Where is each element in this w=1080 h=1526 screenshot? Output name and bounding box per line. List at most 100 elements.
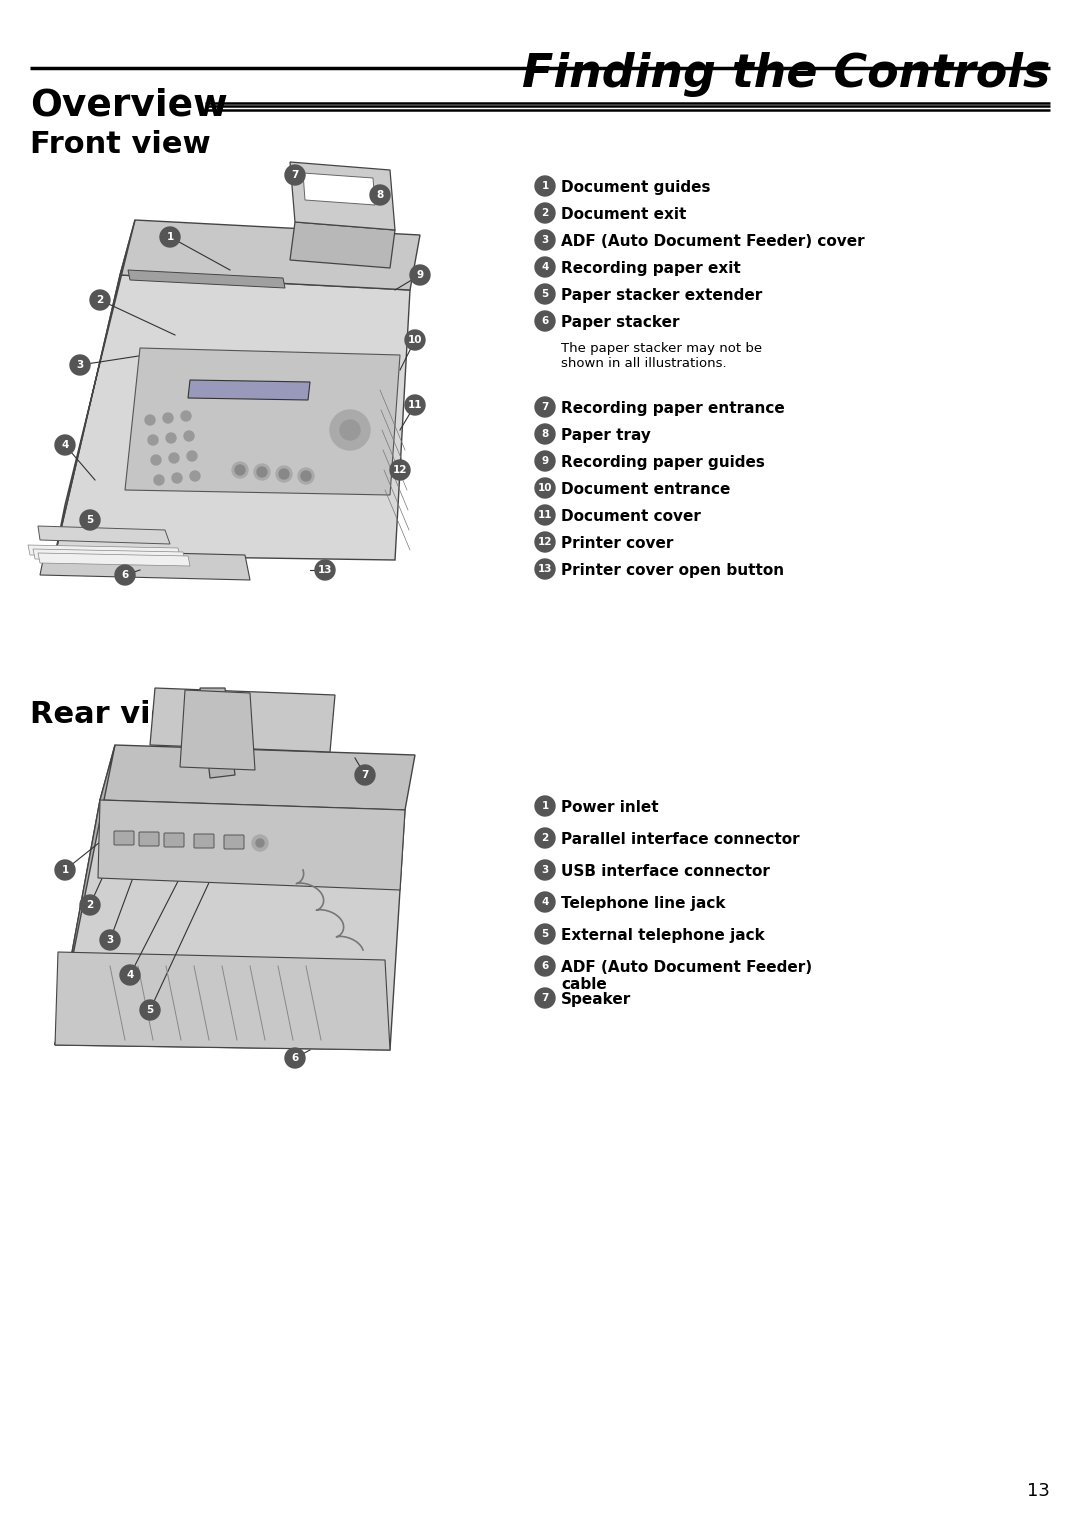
Text: Document exit: Document exit <box>561 208 687 221</box>
Polygon shape <box>303 172 375 204</box>
Circle shape <box>535 955 555 977</box>
Circle shape <box>80 510 100 530</box>
Text: 5: 5 <box>147 1006 153 1015</box>
Text: 5: 5 <box>86 514 94 525</box>
Circle shape <box>254 464 270 481</box>
Text: 12: 12 <box>393 465 407 475</box>
Text: 9: 9 <box>541 456 549 465</box>
Circle shape <box>535 861 555 881</box>
Circle shape <box>535 230 555 250</box>
Circle shape <box>535 925 555 945</box>
Text: 2: 2 <box>541 208 549 218</box>
Circle shape <box>535 311 555 331</box>
Circle shape <box>187 452 197 461</box>
Text: Finding the Controls: Finding the Controls <box>522 52 1050 98</box>
Text: 4: 4 <box>541 262 549 272</box>
Text: 3: 3 <box>541 235 549 246</box>
Circle shape <box>120 964 140 984</box>
Circle shape <box>330 410 370 450</box>
Text: 2: 2 <box>96 295 104 305</box>
Circle shape <box>145 415 156 426</box>
Circle shape <box>181 410 191 421</box>
Text: 7: 7 <box>541 993 549 1003</box>
Text: Printer cover: Printer cover <box>561 536 673 551</box>
Polygon shape <box>98 800 405 890</box>
Circle shape <box>535 893 555 913</box>
Circle shape <box>535 478 555 497</box>
Polygon shape <box>28 545 180 559</box>
Polygon shape <box>129 270 285 288</box>
Circle shape <box>168 453 179 462</box>
Text: 12: 12 <box>538 537 552 546</box>
Text: 6: 6 <box>541 961 549 971</box>
Circle shape <box>257 467 267 478</box>
Text: 2: 2 <box>541 833 549 842</box>
Text: 9: 9 <box>417 270 423 279</box>
Text: Recording paper guides: Recording paper guides <box>561 455 765 470</box>
Circle shape <box>301 472 311 481</box>
Polygon shape <box>291 221 395 269</box>
Text: 5: 5 <box>541 288 549 299</box>
Text: Recording paper exit: Recording paper exit <box>561 261 741 276</box>
Text: Parallel interface connector: Parallel interface connector <box>561 832 799 847</box>
FancyBboxPatch shape <box>139 832 159 845</box>
Circle shape <box>405 330 426 349</box>
Text: Speaker: Speaker <box>561 992 631 1007</box>
Text: Recording paper entrance: Recording paper entrance <box>561 401 785 417</box>
Text: Overview: Overview <box>30 89 228 124</box>
Text: 7: 7 <box>541 401 549 412</box>
Circle shape <box>252 835 268 852</box>
FancyBboxPatch shape <box>164 833 184 847</box>
Circle shape <box>184 430 194 441</box>
Text: 1: 1 <box>62 865 69 874</box>
Circle shape <box>315 560 335 580</box>
Polygon shape <box>55 745 114 1045</box>
Polygon shape <box>33 549 185 562</box>
Polygon shape <box>291 162 395 230</box>
Text: 8: 8 <box>376 191 383 200</box>
Circle shape <box>535 175 555 195</box>
Circle shape <box>235 465 245 475</box>
Circle shape <box>256 839 264 847</box>
Text: Paper stacker: Paper stacker <box>561 314 679 330</box>
Text: 4: 4 <box>541 897 549 906</box>
Circle shape <box>172 473 183 484</box>
Polygon shape <box>55 952 390 1050</box>
Circle shape <box>410 266 430 285</box>
Circle shape <box>160 227 180 247</box>
Text: 13: 13 <box>318 565 333 575</box>
Circle shape <box>190 472 200 481</box>
Text: 11: 11 <box>408 400 422 410</box>
Circle shape <box>535 505 555 525</box>
Polygon shape <box>55 275 410 560</box>
Polygon shape <box>55 220 135 555</box>
FancyBboxPatch shape <box>224 835 244 848</box>
Circle shape <box>370 185 390 204</box>
Circle shape <box>55 861 75 881</box>
Circle shape <box>166 433 176 443</box>
Polygon shape <box>125 348 400 494</box>
Text: Front view: Front view <box>30 130 211 159</box>
Polygon shape <box>150 688 335 752</box>
Text: 6: 6 <box>292 1053 299 1064</box>
Circle shape <box>285 165 305 185</box>
Text: 7: 7 <box>362 771 368 780</box>
Text: 1: 1 <box>541 801 549 810</box>
Text: Document entrance: Document entrance <box>561 482 730 497</box>
Polygon shape <box>38 552 190 566</box>
Polygon shape <box>40 549 249 580</box>
Text: The paper stacker may not be
shown in all illustrations.: The paper stacker may not be shown in al… <box>561 342 762 369</box>
Circle shape <box>151 455 161 465</box>
Text: Document guides: Document guides <box>561 180 711 195</box>
Circle shape <box>148 435 158 446</box>
Text: 4: 4 <box>126 971 134 980</box>
Circle shape <box>390 459 410 481</box>
Circle shape <box>140 1000 160 1019</box>
Polygon shape <box>188 380 310 400</box>
Polygon shape <box>200 688 235 778</box>
Text: 13: 13 <box>538 565 552 574</box>
Text: Power inlet: Power inlet <box>561 800 659 815</box>
Circle shape <box>535 424 555 444</box>
Text: 7: 7 <box>292 169 299 180</box>
Text: Paper stacker extender: Paper stacker extender <box>561 288 762 304</box>
